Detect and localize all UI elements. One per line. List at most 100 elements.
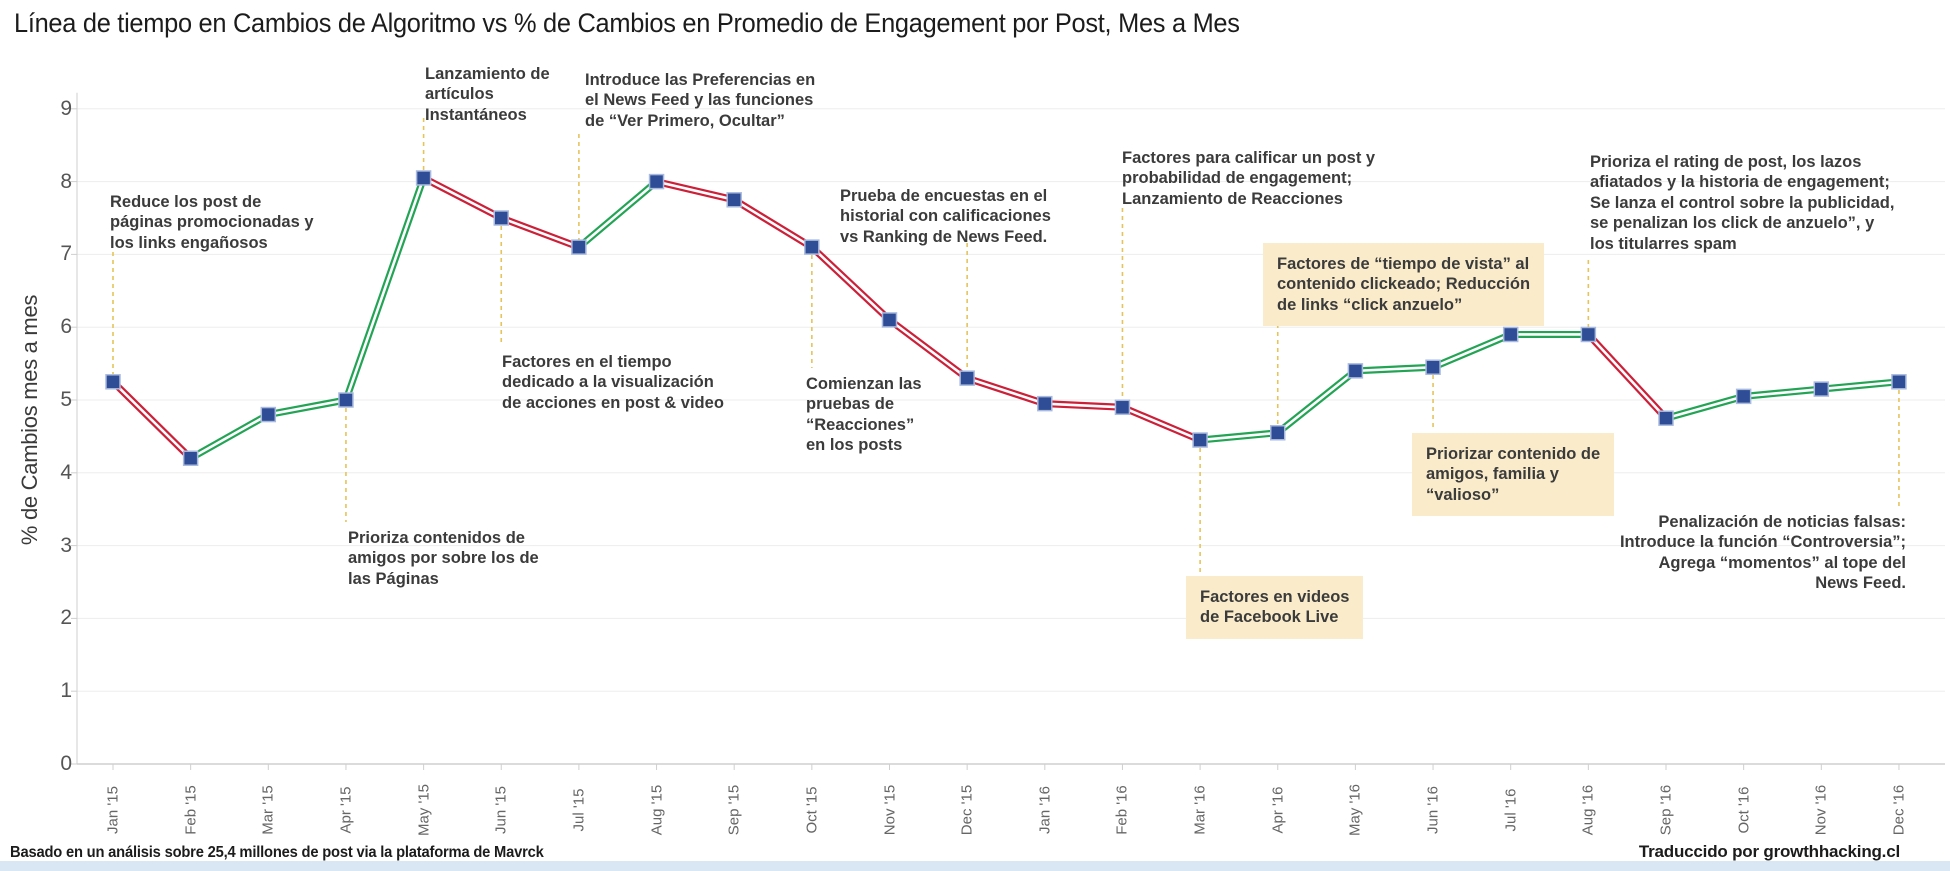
y-tick-label: 4 <box>60 460 72 484</box>
x-tick-label: Jun '15 <box>492 786 510 834</box>
data-point-marker <box>571 239 587 255</box>
data-point-marker <box>1347 363 1364 379</box>
line-segment-gap <box>1276 369 1357 434</box>
y-tick-label: 9 <box>60 96 72 120</box>
y-tick-label: 0 <box>60 752 72 775</box>
line-segment-gap <box>578 180 658 249</box>
data-point-marker <box>1735 388 1752 405</box>
annotation-prioriza-contenidos-amigos: Prioriza contenidos de amigos por sobre … <box>348 529 539 588</box>
chart-title: Línea de tiempo en Cambios de Algoritmo … <box>14 8 1240 38</box>
x-tick-label: Apr '15 <box>337 786 355 834</box>
line-segment-gap <box>656 180 735 202</box>
annotation-factores-tiempo-de-vista: Factores de “tiempo de vista” al conteni… <box>1263 243 1545 327</box>
line-segment-gap <box>112 380 192 460</box>
annotation-introduce-preferencias-news-feed: Introduce las Preferencias en el News Fe… <box>585 71 816 130</box>
data-point-marker <box>493 210 509 226</box>
annotation-comienzan-pruebas-reacciones: Comienzan las pruebas de “Reacciones” en… <box>806 375 922 455</box>
annotation-lanzamiento-articulos-instantaneos: Lanzamiento de artículos Instantáneos <box>425 65 550 124</box>
data-point-marker <box>959 370 975 386</box>
x-tick-label: Jan '15 <box>104 786 122 834</box>
x-tick-label: Apr '16 <box>1269 786 1287 834</box>
y-tick-label: 5 <box>60 388 72 411</box>
annotation-reduce-posts-promocionados: Reduce los post de páginas promocionadas… <box>110 193 314 252</box>
annotation-factores-tiempo-visualizacion: Factores en el tiempo dedicado a la visu… <box>502 353 724 412</box>
line-segment-gap <box>888 318 968 380</box>
data-point-marker <box>1037 395 1053 412</box>
x-tick-label: Dec '15 <box>958 784 976 836</box>
data-point-marker <box>260 406 277 423</box>
line-segment-gap <box>966 376 1046 405</box>
x-tick-label: Oct '15 <box>803 786 821 834</box>
line-segment-gap <box>1432 333 1512 369</box>
x-tick-label: Dec '16 <box>1890 784 1908 836</box>
line-segment-gap <box>1665 395 1745 420</box>
data-point-marker <box>1813 381 1830 397</box>
x-tick-label: Feb '15 <box>182 785 200 835</box>
x-tick-label: Feb '16 <box>1113 785 1131 835</box>
line-segment-gap <box>1587 333 1667 420</box>
data-point-marker <box>1502 326 1519 343</box>
y-tick-label: 2 <box>60 606 72 630</box>
data-point-marker <box>1425 359 1441 375</box>
x-tick-label: Nov '15 <box>881 784 898 836</box>
annotation-prueba-encuestas-historial: Prueba de encuestas en el historial con … <box>840 187 1051 246</box>
data-point-marker <box>182 450 199 466</box>
y-tick-label: 3 <box>60 533 72 557</box>
data-point-marker <box>726 192 742 208</box>
annotation-penalizacion-noticias-falsas: Penalización de noticias falsas: Introdu… <box>1619 513 1906 593</box>
line-segment-gap <box>268 398 347 416</box>
x-tick-label: Aug '15 <box>648 784 666 836</box>
data-point-marker <box>1192 432 1208 448</box>
x-tick-label: Nov '16 <box>1812 784 1830 836</box>
source-note: Basado en un análisis sobre 25,4 millone… <box>10 844 544 861</box>
translation-credit: Traduccido por growthhacking.cl <box>1638 842 1900 861</box>
line-segment-gap <box>1199 431 1278 442</box>
bottom-accent-bar <box>0 861 1950 871</box>
line-segment-gap <box>810 246 891 321</box>
data-point-marker <box>1270 425 1286 441</box>
x-tick-label: Jan '16 <box>1036 786 1054 834</box>
line-segment-gap <box>733 198 813 249</box>
y-tick-label: 7 <box>60 242 72 266</box>
y-tick-label: 8 <box>60 169 72 193</box>
line-segment-gap <box>1121 406 1201 442</box>
line-segment-gap <box>1743 387 1822 398</box>
y-tick-label: 6 <box>60 315 72 339</box>
line-segment-gap <box>423 176 502 220</box>
annotation-factores-videos-facebook-live: Factores en videos de Facebook Live <box>1186 576 1364 639</box>
x-tick-label: Mar '16 <box>1191 785 1209 835</box>
y-axis-title: % de Cambios mes a mes <box>17 294 42 546</box>
x-tick-label: Jul '15 <box>570 788 588 832</box>
line-segment-gap <box>500 216 580 249</box>
data-point-marker <box>1891 374 1907 390</box>
data-point-marker <box>415 170 432 186</box>
line-segment-gap <box>1355 365 1434 373</box>
data-point-marker <box>105 374 121 390</box>
x-tick-label: Jul '16 <box>1502 788 1520 832</box>
data-point-marker <box>648 173 665 190</box>
line-segment-gap <box>1044 402 1123 409</box>
annotation-factores-calificar-post: Factores para calificar un post y probab… <box>1122 149 1376 208</box>
line-segment-gap <box>190 413 269 460</box>
data-point-marker <box>804 239 820 255</box>
x-tick-label: Oct '16 <box>1735 786 1753 834</box>
line-segment-gap <box>344 177 425 401</box>
data-point-marker <box>338 392 354 408</box>
data-point-marker <box>881 312 898 328</box>
x-tick-label: May '16 <box>1346 783 1364 837</box>
data-point-marker <box>1114 399 1131 416</box>
y-tick-label: 1 <box>60 679 72 703</box>
x-tick-label: May '15 <box>415 783 433 837</box>
x-tick-label: Sep '15 <box>725 784 743 836</box>
x-tick-label: Jun '16 <box>1424 786 1442 834</box>
line-segment-gap <box>1821 380 1900 391</box>
annotation-priorizar-contenido-amigos-familia: Priorizar contenido de amigos, familia y… <box>1412 433 1615 517</box>
data-point-marker <box>1580 326 1597 343</box>
annotation-prioriza-rating-post: Prioriza el rating de post, los lazos af… <box>1590 153 1895 253</box>
x-tick-label: Mar '15 <box>259 785 277 835</box>
data-point-marker <box>1658 410 1674 426</box>
x-tick-label: Aug '16 <box>1579 784 1597 836</box>
x-tick-label: Sep '16 <box>1657 784 1675 836</box>
